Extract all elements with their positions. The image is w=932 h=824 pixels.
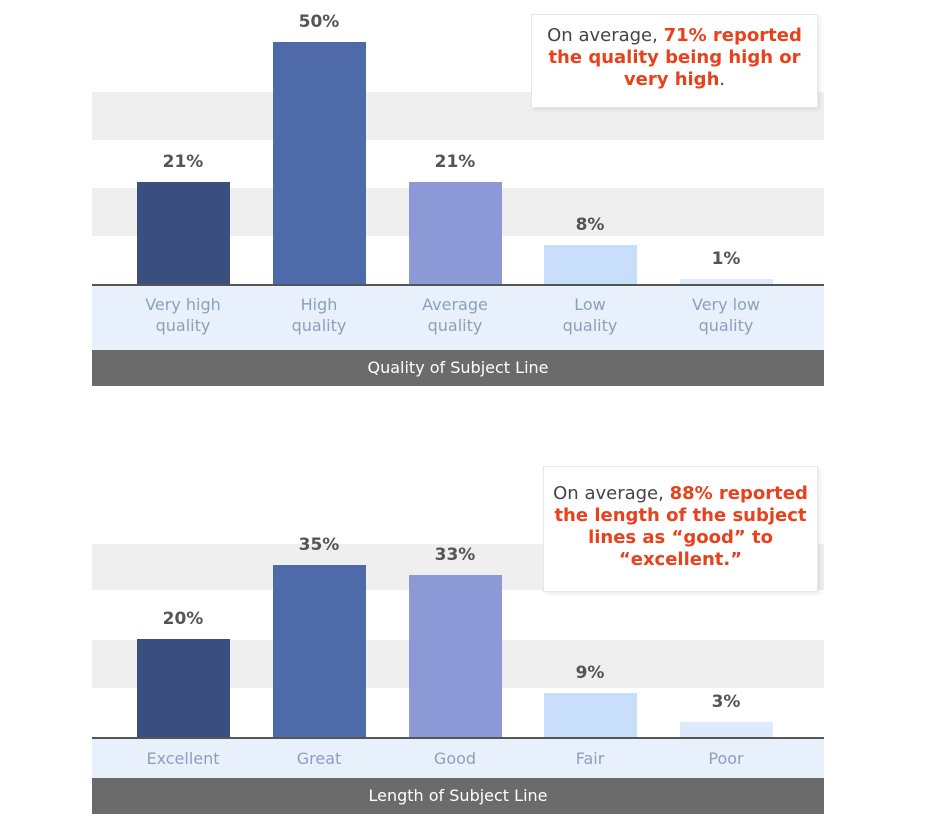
x-axis-line	[92, 737, 824, 739]
bar-value-label: 21%	[434, 152, 476, 173]
bar-value-label: 3%	[711, 692, 741, 713]
bar-value-label: 9%	[575, 662, 605, 683]
bar-value-label: 33%	[434, 544, 476, 565]
bar	[679, 279, 773, 284]
x-axis-title: Length of Subject Line	[92, 778, 824, 814]
callout-prefix: On average,	[547, 25, 664, 46]
bar	[408, 574, 502, 737]
bar	[272, 42, 366, 284]
quality-chart: 21% 50% 21% 8% 1% Very high quality High qual…	[0, 0, 932, 400]
x-axis-title: Quality of Subject Line	[92, 350, 824, 386]
callout-prefix: On average,	[553, 483, 670, 504]
category-label: Very low quality	[692, 295, 760, 335]
callout-highlight: 71% reported the quality being high or v…	[548, 25, 802, 90]
category-band	[92, 739, 824, 779]
bar-value-label: 35%	[298, 535, 340, 555]
x-axis-line	[92, 284, 824, 286]
callout-box: On average, 88% reported the length of t…	[543, 466, 818, 592]
bar	[543, 245, 637, 284]
bar	[272, 565, 366, 737]
bar	[136, 182, 230, 284]
bar	[543, 692, 637, 737]
category-label: Excellent	[146, 749, 220, 768]
category-label: Good	[433, 749, 477, 768]
category-label: Fair	[575, 749, 605, 768]
category-label: Very high quality	[145, 295, 221, 335]
bar	[679, 722, 773, 737]
callout-suffix: .	[719, 69, 726, 90]
category-label: Average quality	[422, 295, 488, 335]
bar	[408, 182, 502, 284]
bar-value-label: 1%	[711, 249, 741, 270]
length-chart: 20% 35% 33% 9% 3% Excellent Great Good Fair Poor…	[0, 400, 932, 824]
category-label: Poor	[708, 749, 744, 768]
callout-box: On average, 71% reported the quality bei…	[531, 14, 818, 108]
bar-value-label: 8%	[575, 215, 605, 236]
category-band	[92, 286, 824, 350]
category-label: Great	[296, 749, 342, 768]
callout-highlight: 88% reported the length of the subject l…	[554, 483, 808, 570]
bar-value-label: 21%	[162, 152, 204, 173]
category-label: High quality	[291, 295, 347, 335]
bar-value-label: 20%	[162, 608, 204, 629]
bar	[136, 638, 230, 737]
bar-value-label: 50%	[298, 12, 340, 32]
category-label: Low quality	[562, 295, 618, 335]
